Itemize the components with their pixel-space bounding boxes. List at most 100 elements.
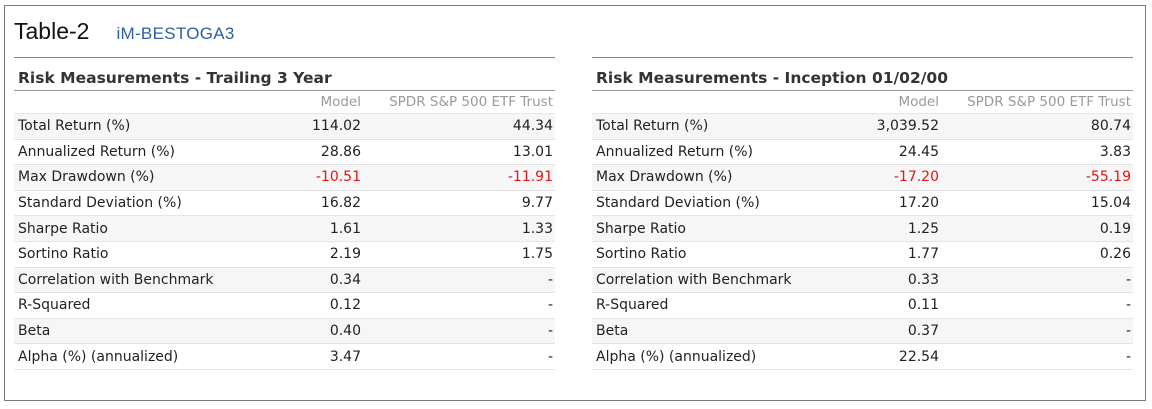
table-row: Total Return (%) 114.02 44.34 bbox=[14, 113, 555, 140]
model-value: 1.77 bbox=[840, 241, 941, 268]
table-row: Annualized Return (%) 24.45 3.83 bbox=[592, 139, 1133, 166]
table-number: Table-2 bbox=[14, 18, 90, 44]
row-label: Sortino Ratio bbox=[592, 241, 840, 268]
benchmark-value: - bbox=[941, 318, 1133, 345]
table-header-row: Model SPDR S&P 500 ETF Trust bbox=[592, 91, 1133, 114]
row-label: Annualized Return (%) bbox=[592, 139, 840, 166]
table-row: Total Return (%) 3,039.52 80.74 bbox=[592, 113, 1133, 140]
row-label: R-Squared bbox=[14, 292, 260, 319]
row-label: Beta bbox=[14, 318, 260, 345]
model-value: 2.19 bbox=[260, 241, 363, 268]
panel-inception: Risk Measurements - Inception 01/02/00 M… bbox=[592, 57, 1133, 370]
model-value: 0.12 bbox=[260, 292, 363, 319]
panel-trailing-3-year: Risk Measurements - Trailing 3 Year Mode… bbox=[14, 57, 555, 370]
column-header-label bbox=[14, 91, 260, 114]
table-row: Standard Deviation (%) 17.20 15.04 bbox=[592, 190, 1133, 217]
model-value: 0.37 bbox=[840, 318, 941, 345]
model-value: -17.20 bbox=[840, 164, 941, 191]
model-value: 3,039.52 bbox=[840, 113, 941, 140]
model-name-link[interactable]: iM-BESTOGA3 bbox=[116, 24, 235, 43]
table-row: Standard Deviation (%) 16.82 9.77 bbox=[14, 190, 555, 217]
benchmark-value: 1.75 bbox=[363, 241, 555, 268]
table-row: Beta 0.40- bbox=[14, 318, 555, 345]
model-value: 3.47 bbox=[260, 343, 363, 370]
risk-table-body: Total Return (%) 114.02 44.34 Annualized Re… bbox=[14, 113, 555, 370]
table-row: Sortino Ratio 1.77 0.26 bbox=[592, 241, 1133, 268]
table-row: Sharpe Ratio 1.25 0.19 bbox=[592, 215, 1133, 242]
benchmark-value: - bbox=[941, 292, 1133, 319]
model-value: 1.61 bbox=[260, 215, 363, 242]
model-value: -10.51 bbox=[260, 164, 363, 191]
table-header-row: Model SPDR S&P 500 ETF Trust bbox=[14, 91, 555, 114]
benchmark-value: - bbox=[363, 343, 555, 370]
row-label: Alpha (%) (annualized) bbox=[14, 343, 260, 370]
risk-table: Model SPDR S&P 500 ETF Trust Total Retur… bbox=[592, 91, 1133, 370]
benchmark-value: -11.91 bbox=[363, 164, 555, 191]
model-value: 1.25 bbox=[840, 215, 941, 242]
row-label: Standard Deviation (%) bbox=[592, 190, 840, 217]
row-label: Total Return (%) bbox=[592, 113, 840, 140]
model-value: 0.34 bbox=[260, 267, 363, 294]
row-label: Total Return (%) bbox=[14, 113, 260, 140]
column-header-benchmark: SPDR S&P 500 ETF Trust bbox=[941, 91, 1133, 114]
column-header-label bbox=[592, 91, 840, 114]
benchmark-value: 13.01 bbox=[363, 139, 555, 166]
table-row: Max Drawdown (%) -10.51 -11.91 bbox=[14, 164, 555, 191]
benchmark-value: - bbox=[941, 343, 1133, 370]
model-value: 0.33 bbox=[840, 267, 941, 294]
column-header-benchmark: SPDR S&P 500 ETF Trust bbox=[363, 91, 555, 114]
row-label: Max Drawdown (%) bbox=[14, 164, 260, 191]
benchmark-value: 3.83 bbox=[941, 139, 1133, 166]
row-label: Sharpe Ratio bbox=[14, 215, 260, 242]
model-value: 114.02 bbox=[260, 113, 363, 140]
column-header-model: Model bbox=[260, 91, 363, 114]
row-label: R-Squared bbox=[592, 292, 840, 319]
row-label: Correlation with Benchmark bbox=[14, 267, 260, 294]
benchmark-value: 9.77 bbox=[363, 190, 555, 217]
model-value: 17.20 bbox=[840, 190, 941, 217]
table-frame bbox=[4, 5, 1146, 401]
table-row: Annualized Return (%) 28.86 13.01 bbox=[14, 139, 555, 166]
table-row: Sharpe Ratio 1.61 1.33 bbox=[14, 215, 555, 242]
panel-title: Risk Measurements - Trailing 3 Year bbox=[14, 57, 555, 91]
table-row: Correlation with Benchmark 0.33- bbox=[592, 267, 1133, 294]
risk-table-body: Total Return (%) 3,039.52 80.74 Annualized … bbox=[592, 113, 1133, 370]
benchmark-value: - bbox=[363, 318, 555, 345]
benchmark-value: -55.19 bbox=[941, 164, 1133, 191]
model-value: 24.45 bbox=[840, 139, 941, 166]
table-row: Max Drawdown (%) -17.20 -55.19 bbox=[592, 164, 1133, 191]
model-value: 0.40 bbox=[260, 318, 363, 345]
risk-table: Model SPDR S&P 500 ETF Trust Total Retur… bbox=[14, 91, 555, 370]
row-label: Sharpe Ratio bbox=[592, 215, 840, 242]
benchmark-value: 44.34 bbox=[363, 113, 555, 140]
panel-title: Risk Measurements - Inception 01/02/00 bbox=[592, 57, 1133, 91]
row-label: Beta bbox=[592, 318, 840, 345]
benchmark-value: 1.33 bbox=[363, 215, 555, 242]
benchmark-value: 15.04 bbox=[941, 190, 1133, 217]
row-label: Standard Deviation (%) bbox=[14, 190, 260, 217]
model-value: 22.54 bbox=[840, 343, 941, 370]
row-label: Sortino Ratio bbox=[14, 241, 260, 268]
model-value: 0.11 bbox=[840, 292, 941, 319]
table-row: Correlation with Benchmark 0.34- bbox=[14, 267, 555, 294]
table-heading: Table-2 iM-BESTOGA3 bbox=[14, 18, 235, 52]
benchmark-value: - bbox=[363, 292, 555, 319]
row-label: Annualized Return (%) bbox=[14, 139, 260, 166]
row-label: Max Drawdown (%) bbox=[592, 164, 840, 191]
row-label: Alpha (%) (annualized) bbox=[592, 343, 840, 370]
benchmark-value: 0.26 bbox=[941, 241, 1133, 268]
table-row: Alpha (%) (annualized) 3.47- bbox=[14, 343, 555, 370]
table-row: Beta 0.37- bbox=[592, 318, 1133, 345]
row-label: Correlation with Benchmark bbox=[592, 267, 840, 294]
benchmark-value: 80.74 bbox=[941, 113, 1133, 140]
benchmark-value: - bbox=[941, 267, 1133, 294]
model-value: 28.86 bbox=[260, 139, 363, 166]
column-header-model: Model bbox=[840, 91, 941, 114]
table-row: Alpha (%) (annualized) 22.54- bbox=[592, 343, 1133, 370]
benchmark-value: - bbox=[363, 267, 555, 294]
benchmark-value: 0.19 bbox=[941, 215, 1133, 242]
table-row: R-Squared 0.12- bbox=[14, 292, 555, 319]
table-row: Sortino Ratio 2.19 1.75 bbox=[14, 241, 555, 268]
model-value: 16.82 bbox=[260, 190, 363, 217]
table-row: R-Squared 0.11- bbox=[592, 292, 1133, 319]
